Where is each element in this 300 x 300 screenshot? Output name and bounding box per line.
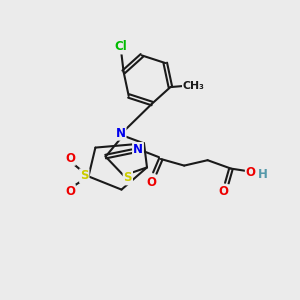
Text: Cl: Cl [115, 40, 128, 53]
Text: S: S [80, 169, 88, 182]
Text: O: O [65, 152, 75, 165]
Text: O: O [219, 185, 229, 198]
Text: O: O [65, 185, 75, 198]
Text: O: O [246, 166, 256, 179]
Text: N: N [133, 143, 143, 156]
Text: O: O [146, 176, 156, 189]
Text: S: S [124, 171, 132, 184]
Text: CH₃: CH₃ [183, 81, 205, 91]
Text: N: N [116, 127, 126, 140]
Text: H: H [258, 168, 268, 181]
